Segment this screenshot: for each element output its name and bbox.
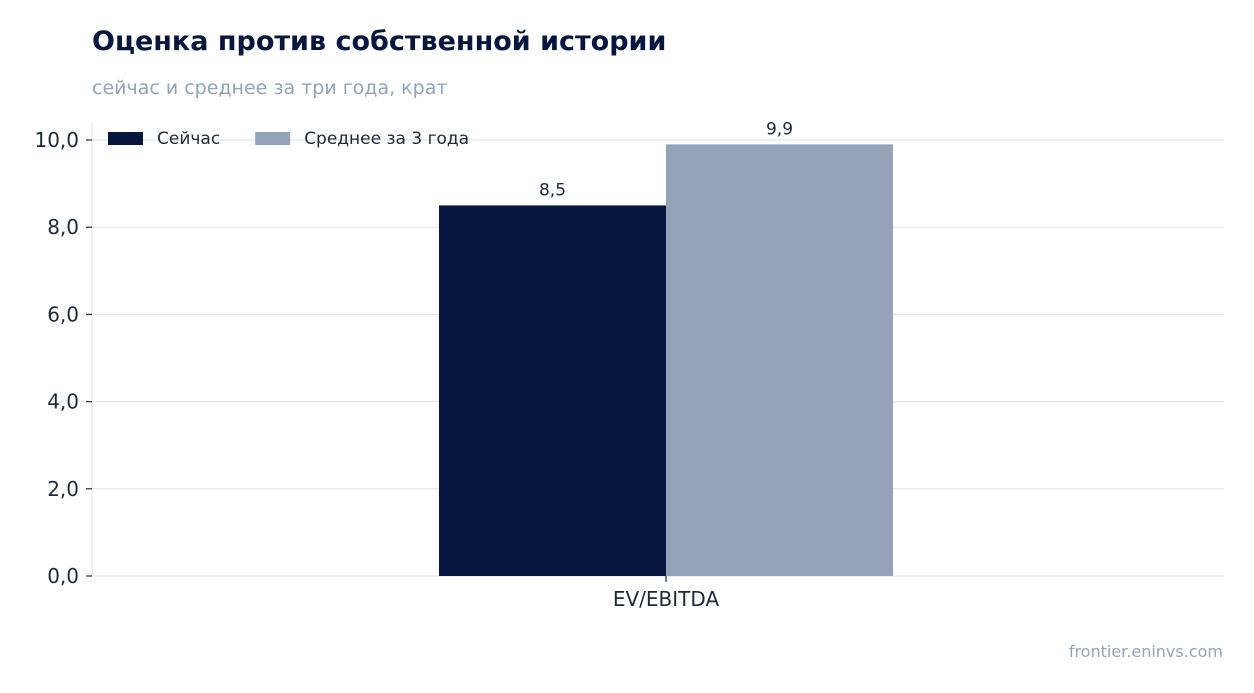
- legend-swatch: [255, 132, 291, 145]
- legend-label: Среднее за 3 года: [304, 129, 469, 149]
- bar-value-label: 8,5: [539, 180, 566, 200]
- chart-title: Оценка против собственной истории: [92, 26, 667, 57]
- x-tick-label: EV/EBITDA: [613, 587, 720, 611]
- chart-subtitle: сейчас и среднее за три года, крат: [92, 77, 448, 99]
- y-tick-label: 10,0: [34, 128, 79, 152]
- y-tick-label: 8,0: [47, 215, 79, 239]
- y-tick-label: 6,0: [47, 302, 79, 326]
- legend-label: Сейчас: [157, 129, 220, 149]
- y-tick-label: 2,0: [47, 477, 79, 501]
- y-tick-label: 0,0: [47, 564, 79, 588]
- bar-value-label: 9,9: [766, 119, 793, 139]
- legend-swatch: [108, 132, 143, 145]
- bar: [439, 205, 666, 576]
- y-tick-label: 4,0: [47, 390, 79, 414]
- bars: 8,5 9,9: [439, 119, 893, 577]
- y-axis-ticks: 0,0 2,0 4,0 6,0 8,0 10,0: [34, 128, 92, 588]
- bar: [666, 144, 893, 577]
- x-axis-ticks: EV/EBITDA: [613, 576, 720, 611]
- source-credit: frontier.eninvs.com: [1068, 642, 1223, 661]
- legend: Сейчас Среднее за 3 года: [108, 129, 469, 149]
